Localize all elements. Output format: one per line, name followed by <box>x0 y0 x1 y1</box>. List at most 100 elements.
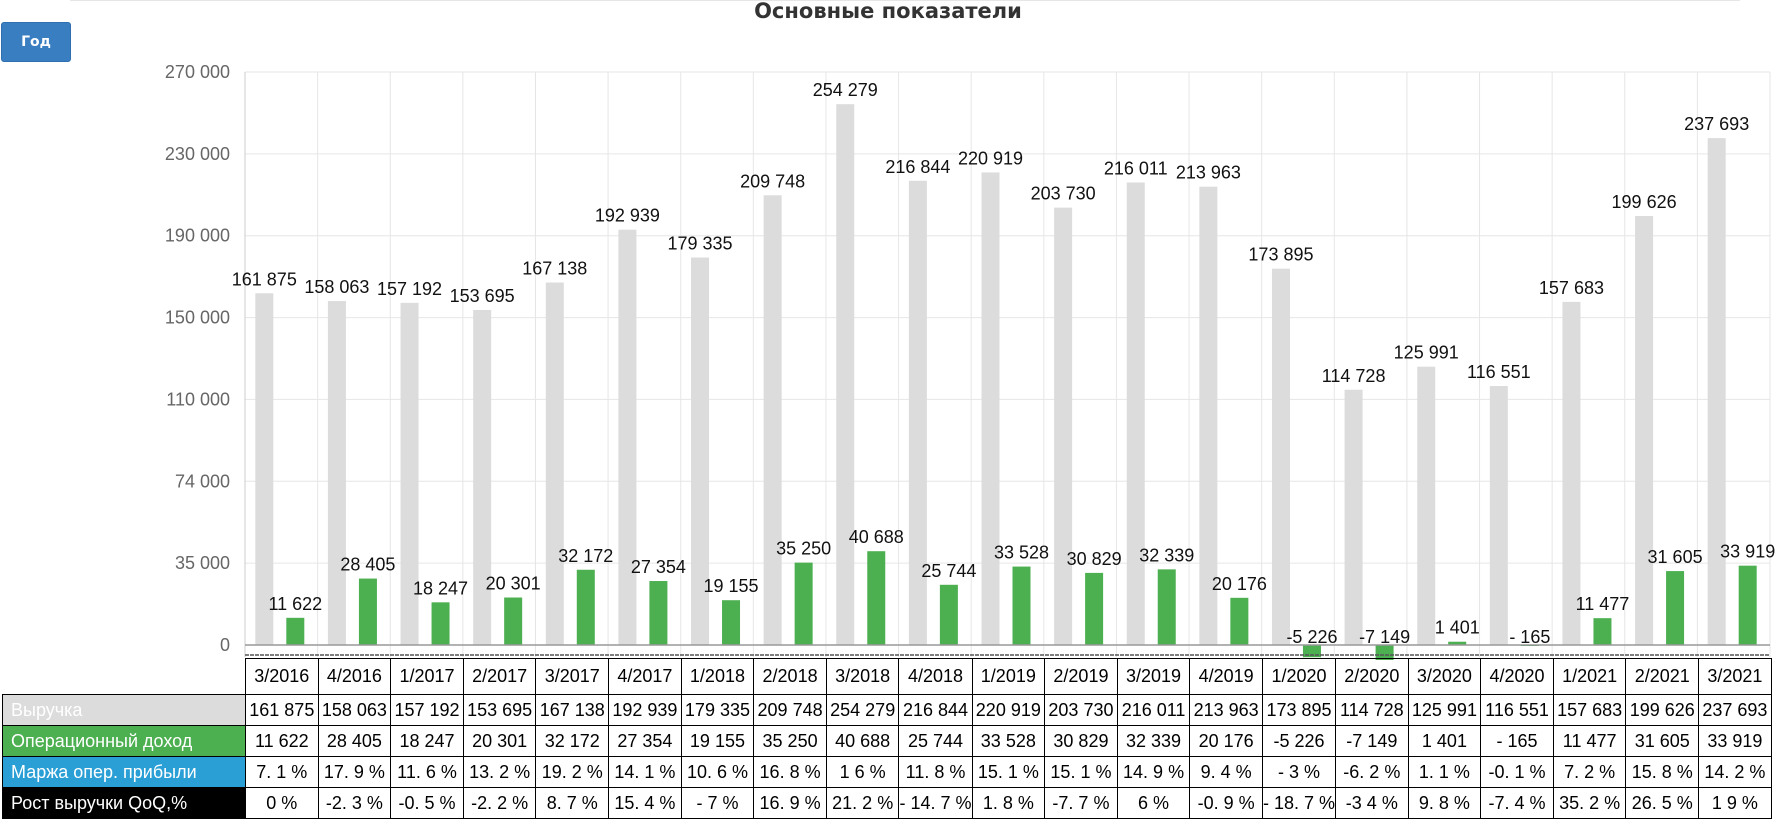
table-cell: 15. 1 % <box>1044 756 1118 788</box>
table-header-row: 3/2016 4/2016 1/2017 2/2017 3/2017 4/2017 1/20… <box>2 658 1772 695</box>
table-cell: 0 % <box>245 787 319 819</box>
row-label-operating-income: Операционный доход <box>2 725 246 757</box>
operating-income-bar <box>939 584 958 645</box>
y-tick-label: 150 000 <box>165 308 230 328</box>
operating-income-data-label: 33 919 <box>1720 542 1775 562</box>
operating-income-data-label: 30 829 <box>1067 549 1122 569</box>
period-header-cell: 4/2016 <box>317 658 392 695</box>
revenue-data-label: 173 895 <box>1248 245 1313 265</box>
revenue-bar <box>981 172 1000 645</box>
table-cell: 9. 4 % <box>1189 756 1263 788</box>
period-header-cell: 2/2020 <box>1335 658 1409 695</box>
period-header-cell: 4/2017 <box>608 658 682 695</box>
operating-income-bar <box>1593 618 1612 645</box>
revenue-bar <box>1054 207 1073 645</box>
period-header-cell: 1/2020 <box>1261 658 1337 695</box>
operating-income-bar <box>286 617 305 645</box>
table-cell: 26. 5 % <box>1625 787 1700 819</box>
table-cell: 30 829 <box>1044 725 1118 757</box>
table-cell: 9. 8 % <box>1407 787 1482 819</box>
table-cell: 15. 8 % <box>1625 756 1700 788</box>
period-header-cell: 1/2021 <box>1552 658 1627 695</box>
revenue-bar <box>1707 138 1726 646</box>
table-cell: 1. 1 % <box>1407 756 1482 788</box>
operating-income-bar <box>504 597 523 645</box>
revenue-bar <box>618 229 637 645</box>
period-header-cell: 2/2019 <box>1044 658 1118 695</box>
period-header-cell: 3/2016 <box>245 658 319 695</box>
operating-income-data-label: -5 226 <box>1286 627 1337 647</box>
y-tick-label: 110 000 <box>166 389 230 409</box>
operating-income-bar <box>1230 597 1249 645</box>
table-cell: 33 919 <box>1698 725 1772 757</box>
operating-income-data-label: 25 744 <box>921 561 976 581</box>
y-tick-label: 230 000 <box>165 144 230 164</box>
table-cell: 14. 9 % <box>1116 756 1191 788</box>
revenue-data-label: 179 335 <box>667 234 732 254</box>
table-corner <box>2 658 246 695</box>
operating-income-bar <box>1448 641 1467 645</box>
table-cell: 11 622 <box>245 725 319 757</box>
operating-income-bar <box>358 578 377 645</box>
table-cell: 7. 2 % <box>1552 756 1627 788</box>
operating-income-data-label: 19 155 <box>703 576 758 596</box>
table-cell: -2. 3 % <box>317 787 392 819</box>
operating-income-data-label: 11 622 <box>268 594 322 614</box>
table-cell: -2. 2 % <box>462 787 537 819</box>
table-cell: 203 730 <box>1044 694 1118 726</box>
table-cell: 213 963 <box>1189 694 1263 726</box>
revenue-bar <box>255 293 274 645</box>
operating-income-bar <box>576 569 595 645</box>
y-tick-label: 190 000 <box>165 226 230 246</box>
operating-income-data-label: 1 401 <box>1435 618 1480 638</box>
table-cell: -7. 7 % <box>1044 787 1118 819</box>
table-cell: 14. 1 % <box>608 756 682 788</box>
table-cell: 157 192 <box>390 694 464 726</box>
table-cell: 125 991 <box>1407 694 1482 726</box>
table-cell: 27 354 <box>608 725 682 757</box>
table-cell: - 7 % <box>680 787 755 819</box>
table-cell: 13. 2 % <box>462 756 537 788</box>
revenue-bar <box>763 195 782 646</box>
revenue-data-label: 199 626 <box>1612 192 1677 212</box>
table-cell: 7. 1 % <box>245 756 319 788</box>
table-cell: 11. 6 % <box>390 756 464 788</box>
table-cell: 216 011 <box>1116 694 1191 726</box>
operating-income-bar <box>1738 565 1757 645</box>
operating-income-data-label: 11 477 <box>1576 594 1630 614</box>
operating-income-bar <box>1302 645 1321 658</box>
period-header-cell: 2/2017 <box>462 658 537 695</box>
operating-income-data-label: - 165 <box>1509 627 1550 647</box>
y-tick-label: 74 000 <box>175 471 230 491</box>
operating-income-bar <box>1012 566 1031 645</box>
revenue-bar <box>1562 301 1581 645</box>
table-cell: 32 339 <box>1116 725 1191 757</box>
table-cell: 25 744 <box>898 725 973 757</box>
table-cell: - 18. 7 % <box>1261 787 1337 819</box>
table-cell: 116 551 <box>1480 694 1554 726</box>
table-cell: 1 401 <box>1407 725 1482 757</box>
table-row-revenue: Выручка 161 875 158 063 157 192 153 695 167 1… <box>2 694 1772 726</box>
operating-income-bar <box>722 600 741 645</box>
revenue-data-label: 157 683 <box>1539 278 1604 298</box>
table-cell: 32 172 <box>535 725 610 757</box>
table-cell: -7 149 <box>1335 725 1409 757</box>
revenue-data-label: 167 138 <box>522 258 587 278</box>
top-divider <box>70 0 1740 1</box>
table-cell: 157 683 <box>1552 694 1627 726</box>
table-cell: 28 405 <box>317 725 392 757</box>
revenue-bar <box>1199 186 1218 645</box>
revenue-data-label: 254 279 <box>813 80 878 100</box>
period-year-button[interactable]: Год <box>1 22 71 62</box>
revenue-data-label: 220 919 <box>958 148 1023 168</box>
table-cell: 114 728 <box>1335 694 1409 726</box>
y-tick-label: 35 000 <box>175 553 230 573</box>
table-cell: 173 895 <box>1261 694 1337 726</box>
revenue-data-label: 125 991 <box>1394 343 1459 363</box>
table-cell: 20 176 <box>1189 725 1263 757</box>
revenue-bar <box>1344 389 1363 645</box>
operating-income-data-label: 31 605 <box>1648 547 1703 567</box>
table-cell: 1 9 % <box>1698 787 1772 819</box>
table-cell: 11 477 <box>1552 725 1627 757</box>
table-cell: 220 919 <box>971 694 1046 726</box>
